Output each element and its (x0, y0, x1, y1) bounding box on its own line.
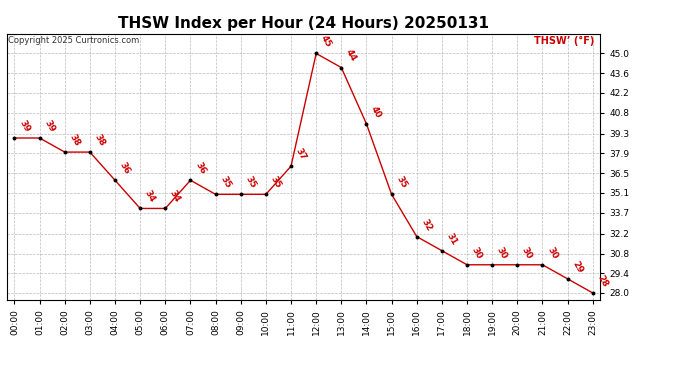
Point (486, 262, 497, 268)
Point (286, 163, 297, 169)
Text: 44: 44 (344, 48, 358, 63)
Text: 40: 40 (369, 104, 383, 120)
Text: 39: 39 (17, 118, 31, 134)
Text: 31: 31 (444, 231, 459, 246)
Text: 30: 30 (520, 245, 534, 261)
Point (336, 64, 347, 70)
Text: 30: 30 (470, 245, 484, 261)
Text: 36: 36 (118, 161, 132, 176)
Point (361, 121, 372, 127)
Text: 35: 35 (395, 175, 408, 190)
Text: 30: 30 (545, 245, 559, 261)
Point (462, 262, 473, 268)
Point (160, 206, 171, 212)
Text: 35: 35 (244, 175, 257, 190)
Point (34, 135, 45, 141)
Text: 35: 35 (268, 175, 283, 190)
Point (235, 191, 246, 197)
Point (210, 191, 221, 197)
Text: 38: 38 (68, 133, 81, 148)
Point (537, 262, 548, 268)
Text: 34: 34 (168, 189, 182, 204)
Point (110, 177, 121, 183)
Point (59, 149, 70, 155)
Text: 37: 37 (294, 147, 308, 162)
Text: 35: 35 (218, 175, 233, 190)
Point (562, 276, 573, 282)
Point (587, 290, 598, 296)
Point (386, 191, 397, 197)
Text: 39: 39 (42, 118, 57, 134)
Point (185, 177, 196, 183)
Point (436, 248, 447, 254)
Text: 29: 29 (571, 259, 584, 275)
Point (310, 51, 322, 57)
Text: 28: 28 (595, 273, 609, 289)
Text: 34: 34 (143, 189, 157, 204)
Text: 30: 30 (495, 245, 509, 261)
Text: 36: 36 (193, 161, 207, 176)
Point (260, 191, 271, 197)
Point (9, 135, 20, 141)
Point (84, 149, 95, 155)
Text: 38: 38 (92, 133, 107, 148)
Point (411, 234, 422, 240)
Point (512, 262, 523, 268)
Point (135, 206, 146, 212)
Text: Copyright 2025 Curtronics.com: Copyright 2025 Curtronics.com (8, 36, 139, 45)
Text: 45: 45 (319, 34, 333, 49)
Text: 32: 32 (420, 217, 433, 232)
Text: THSW’ (°F): THSW’ (°F) (534, 36, 594, 46)
Title: THSW Index per Hour (24 Hours) 20250131: THSW Index per Hour (24 Hours) 20250131 (118, 16, 489, 31)
